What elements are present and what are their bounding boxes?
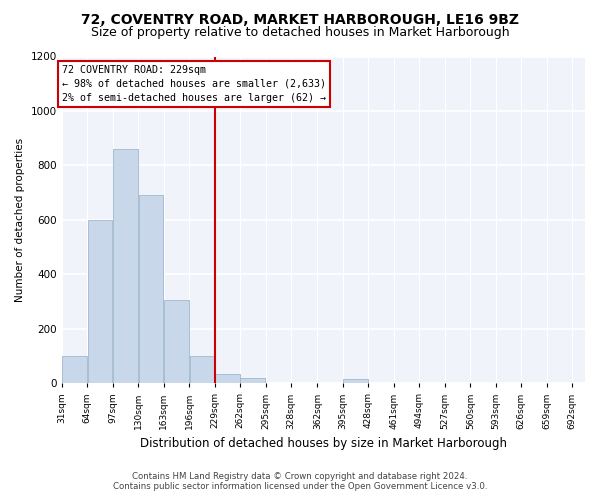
Bar [113,149,138,384]
Bar [139,196,163,384]
Bar [62,356,87,384]
Y-axis label: Number of detached properties: Number of detached properties [15,138,25,302]
Text: Size of property relative to detached houses in Market Harborough: Size of property relative to detached ho… [91,26,509,39]
Bar [164,300,189,384]
Bar [343,379,368,384]
Text: 72 COVENTRY ROAD: 229sqm
← 98% of detached houses are smaller (2,633)
2% of semi: 72 COVENTRY ROAD: 229sqm ← 98% of detach… [62,64,326,102]
Text: 72, COVENTRY ROAD, MARKET HARBOROUGH, LE16 9BZ: 72, COVENTRY ROAD, MARKET HARBOROUGH, LE… [81,12,519,26]
X-axis label: Distribution of detached houses by size in Market Harborough: Distribution of detached houses by size … [140,437,507,450]
Bar [88,220,112,384]
Bar [215,374,240,384]
Bar [241,378,265,384]
Text: Contains HM Land Registry data © Crown copyright and database right 2024.
Contai: Contains HM Land Registry data © Crown c… [113,472,487,491]
Bar [190,356,214,384]
